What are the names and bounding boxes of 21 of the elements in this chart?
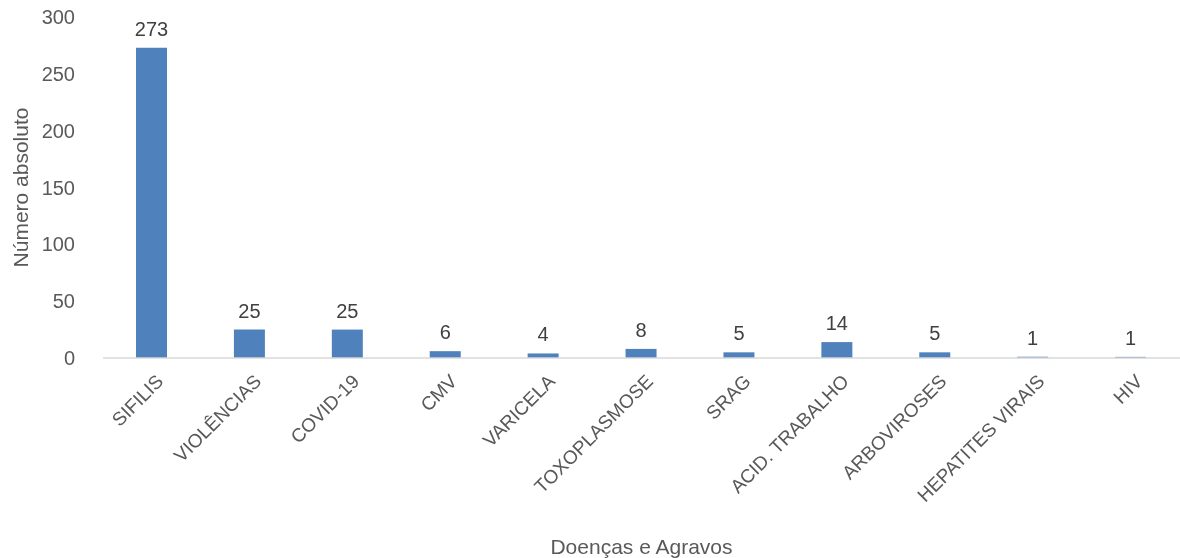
data-label: 25 [336,299,359,322]
data-label: 8 [635,318,647,341]
y-axis-title: Número absoluto [8,107,32,268]
y-tick-label: 100 [41,233,75,256]
data-label: 14 [825,312,848,335]
data-label: 5 [929,322,941,345]
y-tick-label: 250 [41,62,75,85]
y-tick-label: 0 [63,347,75,370]
y-tick-label: 150 [41,176,75,199]
data-label: 1 [1125,326,1137,349]
data-label: 6 [439,321,451,344]
data-label: 1 [1027,326,1039,349]
y-tick-label: 200 [41,119,75,142]
data-label: 5 [733,322,745,345]
x-axis-title: Doenças e Agravos [550,535,733,558]
data-label: 25 [238,299,261,322]
data-label: 4 [537,323,549,346]
y-tick-label: 300 [41,6,75,29]
x-tick-label: HIV [1109,370,1147,408]
data-label: 273 [134,17,169,40]
y-tick-label: 50 [52,290,75,313]
